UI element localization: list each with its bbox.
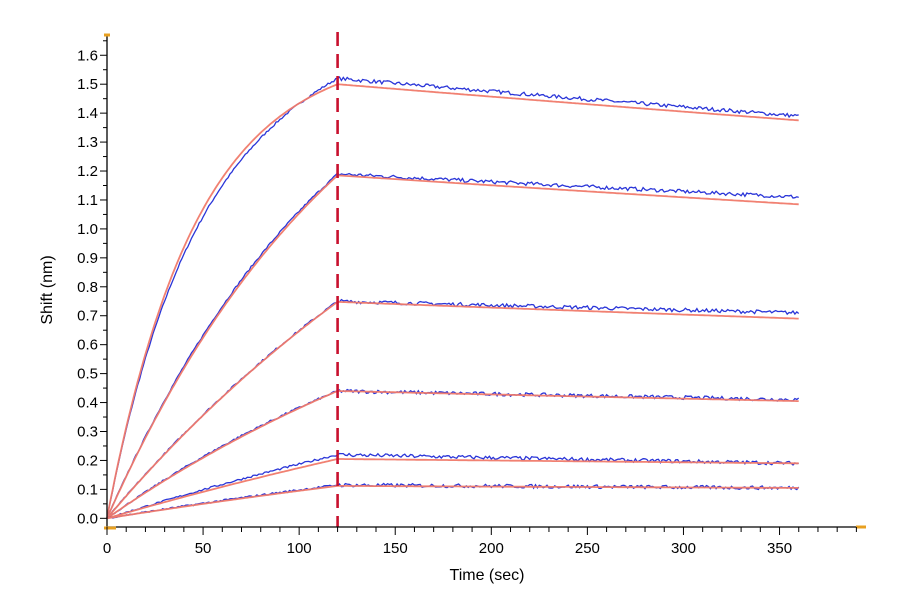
measured-trace-6 — [106, 482, 800, 519]
y-tick-label: 1.2 — [77, 163, 98, 180]
fit-curve-1 — [106, 83, 799, 519]
y-tick-label: 1.6 — [77, 47, 98, 64]
y-tick-label: 1.1 — [77, 192, 98, 209]
measured-trace-1 — [106, 76, 799, 520]
fit-curve-4 — [106, 390, 799, 520]
x-axis-title: Time (sec) — [450, 567, 525, 584]
x-tick-label: 50 — [195, 540, 212, 557]
y-tick-label: 1.3 — [77, 134, 98, 151]
measured-trace-5 — [106, 452, 799, 519]
axes: 0.0 0.1 0.2 0.3 0.4 0.5 0.6 0.7 0.8 0.9 1.0 1.1 1.2 1… — [77, 33, 866, 557]
fit-curve-6 — [106, 485, 799, 520]
y-axis-title: Shift (nm) — [39, 255, 56, 324]
plot-area — [106, 32, 800, 527]
measured-trace-2 — [106, 172, 799, 520]
x-tick-label: 200 — [479, 540, 504, 557]
fit-curve-5 — [106, 458, 799, 520]
x-tick-label: 100 — [287, 540, 312, 557]
x-tick-label: 150 — [383, 540, 408, 557]
y-tick-label: 1.4 — [77, 105, 98, 122]
fit-curve-2 — [106, 174, 799, 519]
fit-curve-3 — [106, 300, 799, 519]
y-tick-label: 0.7 — [77, 308, 98, 325]
x-tick-label: 0 — [103, 540, 111, 557]
y-tick-label: 0.2 — [77, 452, 98, 469]
x-tick-label: 300 — [671, 540, 696, 557]
y-tick-label: 0.1 — [77, 481, 98, 498]
y-tick-label: 0.6 — [77, 337, 98, 354]
y-tick-label: 0.9 — [77, 250, 98, 267]
y-tick-label: 0.8 — [77, 279, 98, 296]
y-tick-label: 0.0 — [77, 510, 98, 527]
y-tick-label: 0.5 — [77, 366, 98, 383]
y-tick-label: 0.4 — [77, 395, 98, 412]
y-tick-label: 1.5 — [77, 76, 98, 93]
x-tick-label: 350 — [767, 540, 792, 557]
y-tick-label: 1.0 — [77, 221, 98, 238]
x-tick-label: 250 — [575, 540, 600, 557]
y-tick-label: 0.3 — [77, 423, 98, 440]
